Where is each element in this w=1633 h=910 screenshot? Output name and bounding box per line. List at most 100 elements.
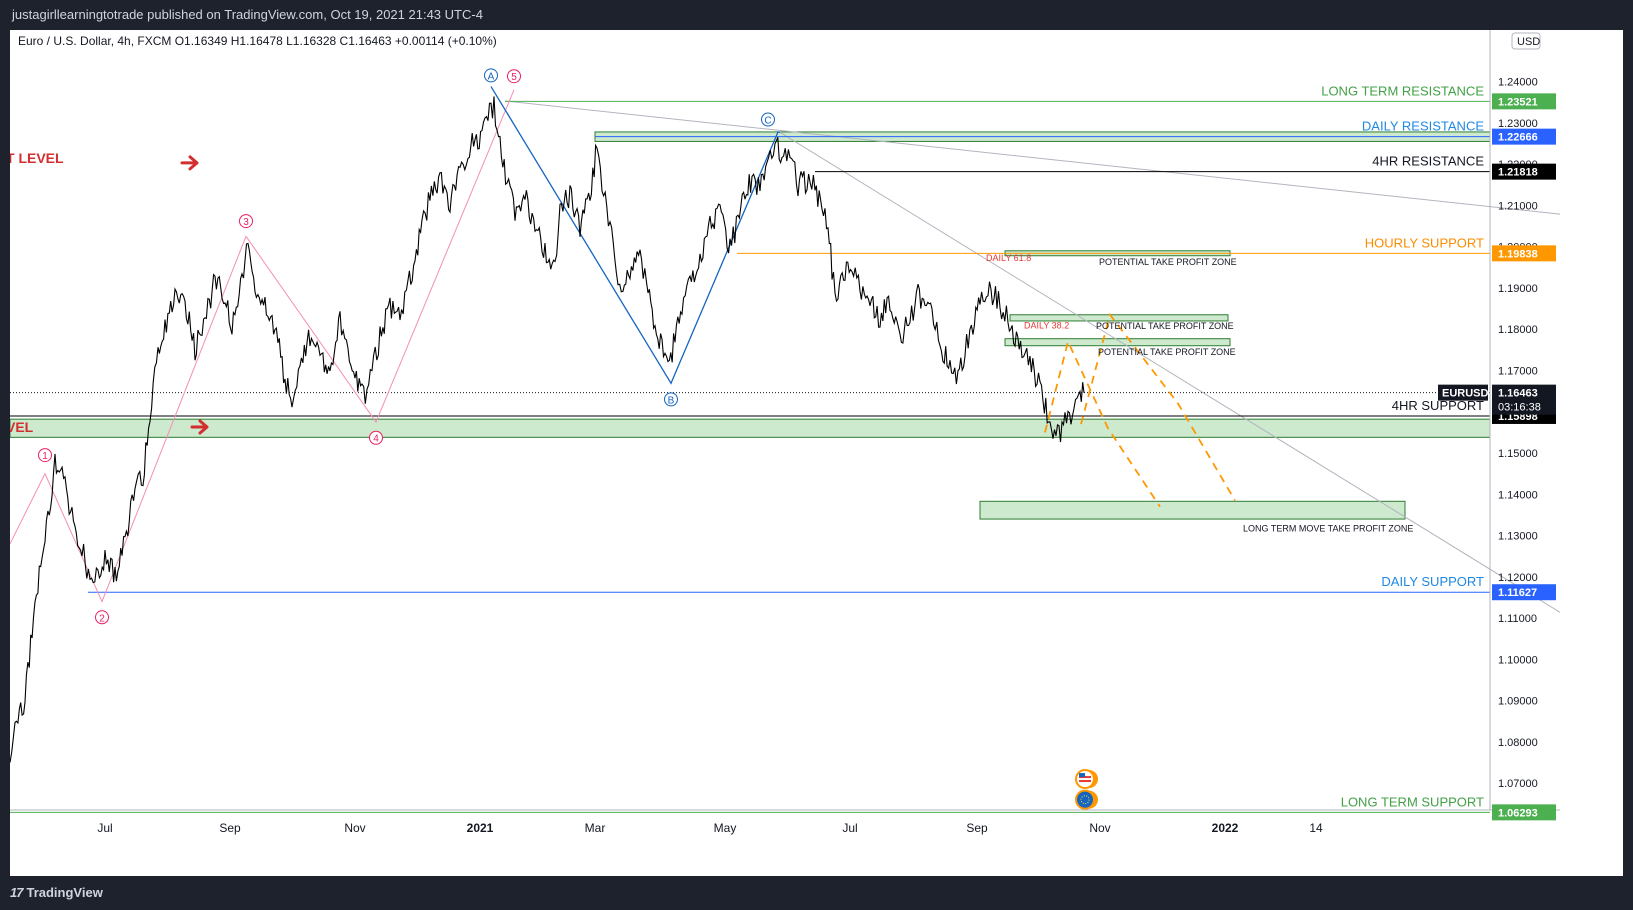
label-ptp-3: POTENTIAL TAKE PROFIT ZONE bbox=[1098, 347, 1236, 357]
level-long-term-resistance-badge bbox=[1492, 93, 1556, 110]
y-tick-label: 1.13000 bbox=[1498, 531, 1538, 543]
label-ptp-1: POTENTIAL TAKE PROFIT ZONE bbox=[1099, 257, 1237, 267]
wave-marker-label: 1 bbox=[42, 451, 48, 462]
x-tick-label: 14 bbox=[1309, 821, 1323, 835]
currency-label: USD bbox=[1517, 36, 1540, 48]
wave-marker-4[interactable] bbox=[369, 430, 383, 445]
symbol-badge-text: EURUSD bbox=[1442, 388, 1489, 400]
y-tick-label: 1.24000 bbox=[1498, 77, 1538, 89]
level-daily-resistance-value: 1.22666 bbox=[1498, 132, 1538, 144]
level-daily-support-value: 1.11627 bbox=[1498, 587, 1537, 599]
wave-marker-label: 2 bbox=[99, 613, 105, 624]
arrow-right-upper bbox=[180, 155, 199, 171]
wave-marker-1[interactable] bbox=[38, 448, 52, 463]
us-flag-stripe bbox=[1079, 780, 1091, 783]
wave-marker-label: 4 bbox=[373, 434, 379, 445]
wave-marker-label: C bbox=[764, 116, 771, 127]
zone-ptp-3[interactable] bbox=[1004, 338, 1231, 347]
wave-marker-label: 5 bbox=[511, 72, 517, 83]
chart-frame[interactable]: 1 2 3 4 5 A B C Euro / U.S. Dollar, 4h, FXCM O1… bbox=[10, 30, 1623, 876]
level-long-term-support-label: LONG TERM SUPPORT bbox=[1341, 794, 1484, 809]
x-tick-label: Sep bbox=[219, 821, 241, 835]
y-tick-label: 1.21000 bbox=[1498, 200, 1538, 212]
footer-bar: 17 TradingView bbox=[0, 876, 1633, 910]
zone-long-term-tp[interactable] bbox=[979, 500, 1406, 520]
label-t-level: T LEVEL bbox=[10, 150, 64, 166]
level-long-term-support-badge bbox=[1492, 804, 1556, 821]
logo-text: TradingView bbox=[26, 885, 103, 900]
label-ptp-2: POTENTIAL TAKE PROFIT ZONE bbox=[1096, 321, 1234, 331]
trendline-lower[interactable] bbox=[779, 131, 1614, 646]
y-tick-label: 1.23000 bbox=[1498, 118, 1538, 130]
label-daily-61-8: DAILY 61.8 bbox=[986, 253, 1031, 263]
symbol-legend: Euro / U.S. Dollar, 4h, FXCM O1.16349 H1… bbox=[18, 34, 497, 48]
y-tick-label: 1.18000 bbox=[1498, 324, 1538, 336]
x-tick-label: Jul bbox=[97, 821, 112, 835]
y-tick-label: 1.19000 bbox=[1498, 283, 1538, 295]
y-tick-label: 1.15000 bbox=[1498, 448, 1538, 460]
price-series[interactable] bbox=[10, 96, 1085, 763]
level-4hr-resistance-label: 4HR RESISTANCE bbox=[1372, 154, 1484, 169]
y-tick-label: 1.07000 bbox=[1498, 778, 1538, 790]
current-price-value: 1.16463 bbox=[1498, 388, 1538, 400]
level-long-term-resistance-value: 1.23521 bbox=[1498, 96, 1538, 108]
wave-marker-A[interactable] bbox=[484, 68, 498, 83]
wave-marker-B[interactable] bbox=[664, 392, 678, 407]
symbol-badge bbox=[1438, 384, 1488, 401]
wave-marker-C[interactable] bbox=[761, 112, 775, 127]
x-tick-label: 2021 bbox=[467, 821, 494, 835]
publish-bar: justagirllearningtotrade published on Tr… bbox=[0, 0, 1633, 30]
eu-flag-stars bbox=[1080, 795, 1090, 805]
y-tick-label: 1.08000 bbox=[1498, 737, 1538, 749]
y-tick-label: 1.09000 bbox=[1498, 696, 1538, 708]
label-long-term-tp: LONG TERM MOVE TAKE PROFIT ZONE bbox=[1243, 523, 1413, 533]
projection-path-1[interactable] bbox=[1044, 338, 1161, 508]
level-hourly-support-badge bbox=[1492, 245, 1556, 262]
y-tick-label: 1.17000 bbox=[1498, 365, 1538, 377]
x-tick-label: May bbox=[714, 821, 737, 835]
currency-button[interactable] bbox=[1511, 32, 1541, 50]
trendline-upper[interactable] bbox=[504, 100, 1614, 221]
y-tick-label: 1.11000 bbox=[1498, 613, 1537, 625]
x-tick-label: Nov bbox=[344, 821, 365, 835]
wave-marker-label: A bbox=[488, 71, 495, 82]
level-long-term-support-value: 1.06293 bbox=[1498, 807, 1538, 819]
arrow-right-lower bbox=[190, 419, 209, 435]
x-tick-label: 2022 bbox=[1212, 821, 1239, 835]
y-tick-label: 1.14000 bbox=[1498, 489, 1538, 501]
current-price-badge bbox=[1492, 384, 1556, 415]
level-daily-resistance-badge bbox=[1492, 128, 1556, 145]
wave-marker-5[interactable] bbox=[507, 69, 521, 84]
zone-4hr-support[interactable] bbox=[10, 418, 1491, 438]
axis-padding bbox=[1560, 30, 1623, 876]
level-daily-support-label: DAILY SUPPORT bbox=[1381, 574, 1484, 589]
y-tick-label: 1.10000 bbox=[1498, 654, 1538, 666]
x-tick-label: Jul bbox=[842, 821, 857, 835]
x-tick-label: Sep bbox=[966, 821, 988, 835]
level-4hr-resistance-value: 1.21818 bbox=[1498, 167, 1538, 179]
level-daily-resistance-label: DAILY RESISTANCE bbox=[1362, 119, 1484, 134]
level-4hr-support-label: 4HR SUPPORT bbox=[1392, 398, 1484, 413]
corrective-wave-line[interactable] bbox=[490, 86, 781, 385]
label-daily-38-2: DAILY 38.2 bbox=[1024, 320, 1069, 330]
impulse-wave-line[interactable] bbox=[10, 89, 515, 603]
wave-marker-3[interactable] bbox=[239, 214, 253, 229]
label-vel: VEL bbox=[10, 419, 34, 435]
chart-canvas[interactable]: 1 2 3 4 5 A B C Euro / U.S. Dollar, 4h, FXCM O1… bbox=[10, 30, 1623, 876]
wave-marker-2[interactable] bbox=[95, 610, 109, 625]
event-us-flag[interactable] bbox=[1075, 769, 1095, 790]
level-daily-support-badge bbox=[1492, 584, 1556, 601]
logo-mark: 17 bbox=[10, 885, 24, 900]
level-hourly-support-value: 1.19838 bbox=[1498, 248, 1538, 260]
tradingview-logo[interactable]: 17 TradingView bbox=[10, 885, 103, 900]
zone-ptp-2[interactable] bbox=[1009, 314, 1229, 322]
x-tick-label: Nov bbox=[1089, 821, 1110, 835]
wave-marker-label: 3 bbox=[243, 217, 249, 228]
us-flag-canton bbox=[1079, 773, 1085, 778]
y-tick-label: 1.12000 bbox=[1498, 572, 1538, 584]
event-eu-flag[interactable] bbox=[1075, 789, 1095, 810]
projection-path-2[interactable] bbox=[1080, 312, 1236, 501]
publish-info: justagirllearningtotrade published on Tr… bbox=[12, 7, 483, 22]
bar-countdown: 03:16:38 bbox=[1498, 402, 1541, 414]
level-long-term-resistance-label: LONG TERM RESISTANCE bbox=[1321, 83, 1484, 98]
